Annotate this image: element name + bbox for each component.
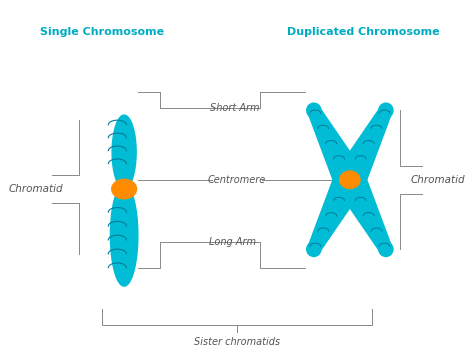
Ellipse shape xyxy=(334,164,365,196)
Polygon shape xyxy=(336,108,392,187)
Ellipse shape xyxy=(379,242,393,256)
Ellipse shape xyxy=(340,171,360,189)
Polygon shape xyxy=(308,108,364,187)
Ellipse shape xyxy=(379,103,393,118)
Polygon shape xyxy=(336,172,392,252)
Text: Centromere: Centromere xyxy=(208,175,266,185)
Ellipse shape xyxy=(307,103,321,118)
Ellipse shape xyxy=(112,179,137,199)
Polygon shape xyxy=(112,115,136,189)
Text: Sister chromatids: Sister chromatids xyxy=(194,337,280,346)
Polygon shape xyxy=(308,172,364,252)
Text: Short Arm: Short Arm xyxy=(210,103,259,113)
Text: Chromatid: Chromatid xyxy=(410,175,465,185)
Polygon shape xyxy=(110,185,138,286)
Text: Duplicated Chromosome: Duplicated Chromosome xyxy=(287,27,440,37)
Text: Long Arm: Long Arm xyxy=(209,237,256,247)
Text: Single Chromosome: Single Chromosome xyxy=(39,27,164,37)
Text: Chromatid: Chromatid xyxy=(9,184,64,194)
Ellipse shape xyxy=(307,242,321,256)
